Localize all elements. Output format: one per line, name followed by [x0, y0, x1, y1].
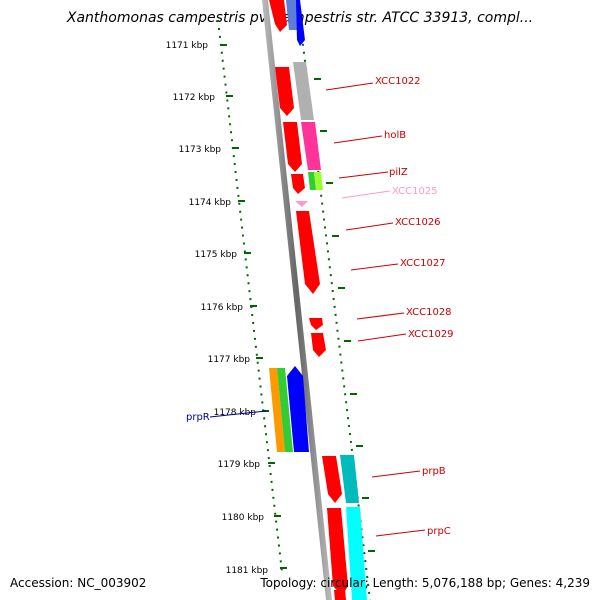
gene-label-pilz[interactable]: pilZ [389, 167, 408, 178]
gene-block[interactable] [314, 172, 323, 190]
gene-label-xcc1028[interactable]: XCC1028 [406, 307, 452, 318]
tick-label: 1173 kbp [179, 145, 222, 155]
tick-label: 1175 kbp [195, 250, 238, 260]
gene-arrow[interactable] [291, 174, 305, 194]
gene-label-prpr[interactable]: prpR [186, 412, 210, 423]
gene-label-xcc1022[interactable]: XCC1022 [375, 76, 421, 87]
tick-label: 1172 kbp [173, 93, 216, 103]
tick-label: 1174 kbp [189, 198, 232, 208]
feature-track-forward [269, 0, 367, 600]
tick-label: 1176 kbp [201, 303, 244, 313]
gene-block[interactable] [308, 172, 316, 190]
gene-label-prpb[interactable]: prpB [422, 466, 446, 477]
inner-ring-dotted [217, 19, 283, 573]
gene-block[interactable] [269, 368, 285, 452]
gene-arrow[interactable] [283, 122, 302, 172]
gene-labels: XCC1022 holB pilZ XCC1025 XCC1026 XCC102… [186, 76, 454, 537]
gene-label-xcc1025[interactable]: XCC1025 [392, 186, 438, 197]
gene-arrow[interactable] [287, 366, 309, 452]
gene-arrow[interactable] [309, 318, 323, 330]
topology-text: Topology: circular; Length: 5,076,188 bp… [260, 576, 590, 590]
gene-block[interactable] [293, 62, 314, 120]
gene-label-xcc1027[interactable]: XCC1027 [400, 258, 446, 269]
gene-block[interactable] [346, 507, 367, 600]
feature-track-reverse [269, 366, 309, 452]
tick-label: 1181 kbp [226, 566, 269, 576]
gene-block[interactable] [301, 122, 321, 170]
tick-label: 1177 kbp [208, 355, 251, 365]
gene-block[interactable] [277, 368, 293, 452]
gene-arrow[interactable] [269, 0, 287, 32]
gene-label-holb[interactable]: holB [384, 130, 406, 141]
gene-arrow[interactable] [275, 67, 294, 116]
gene-label-prpc[interactable]: prpC [427, 526, 451, 537]
gene-arrow[interactable] [296, 0, 305, 46]
gene-label-xcc1029[interactable]: XCC1029 [408, 329, 454, 340]
tick-label: 1180 kbp [222, 513, 265, 523]
tick-label: 1178 kbp [214, 408, 257, 418]
gene-arrow[interactable] [311, 333, 326, 357]
gene-arrow[interactable] [296, 211, 320, 294]
tick-label: 1171 kbp [166, 41, 209, 51]
gene-arrow[interactable] [322, 456, 342, 503]
accession-text: Accession: NC_003902 [10, 576, 147, 590]
gene-arrow[interactable] [327, 508, 348, 596]
gene-arrow[interactable] [295, 201, 308, 207]
gene-block[interactable] [334, 590, 346, 600]
gene-block[interactable] [340, 455, 359, 503]
gene-label-xcc1026[interactable]: XCC1026 [395, 217, 441, 228]
gene-block[interactable] [286, 0, 299, 30]
tick-label: 1179 kbp [218, 460, 261, 470]
genome-backbone [262, 0, 332, 600]
outer-tick-marks [314, 78, 375, 552]
